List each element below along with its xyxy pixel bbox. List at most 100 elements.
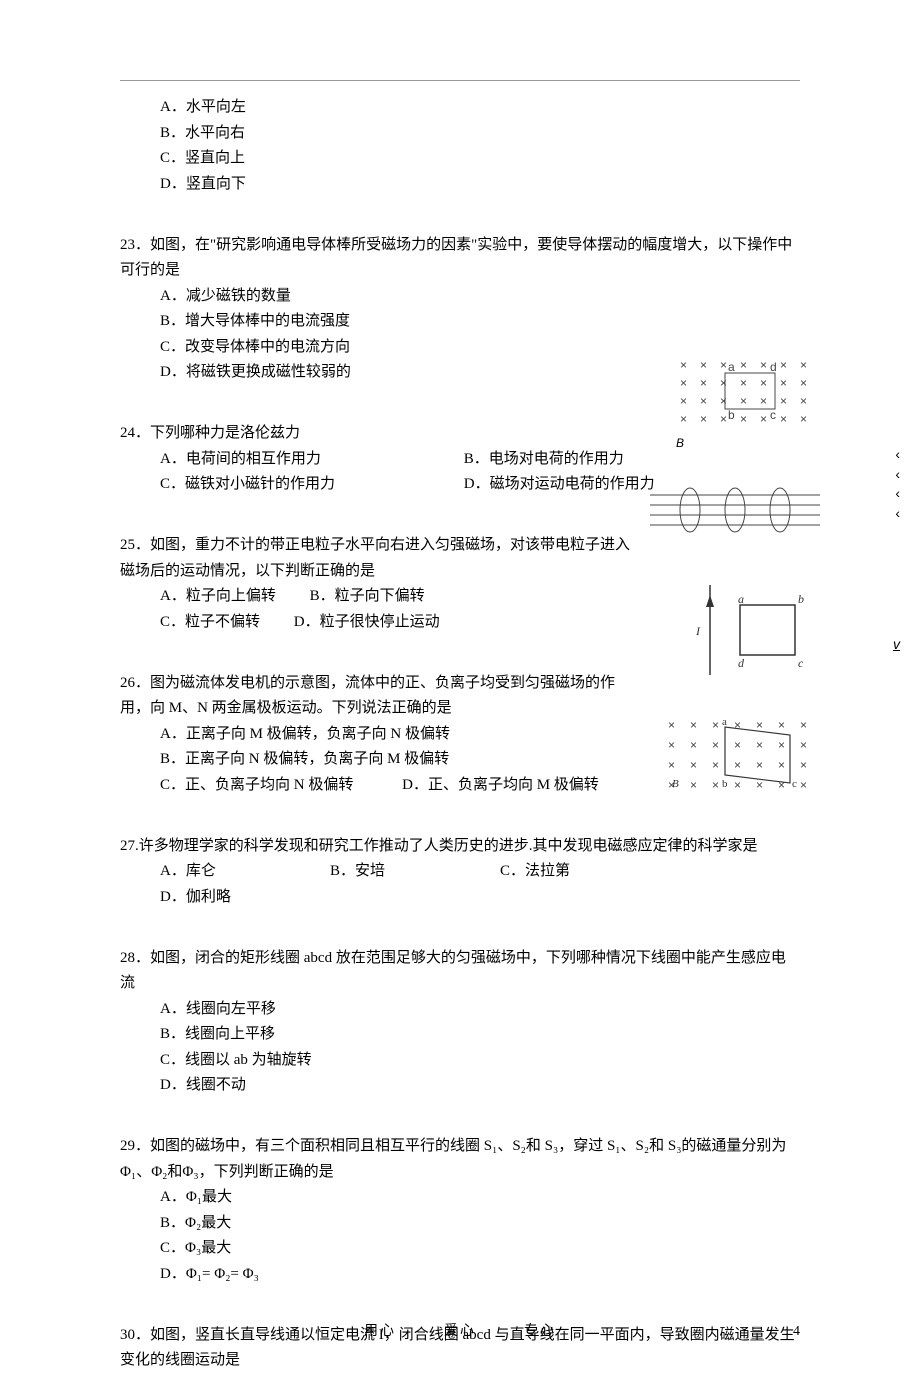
svg-text:×: × <box>712 778 719 792</box>
svg-text:×: × <box>756 718 763 732</box>
svg-text:b: b <box>722 778 728 790</box>
q29: 29．如图的磁场中，有三个面积相同且相互平行的线圈 S₁、S₂和 S₃，穿过 S… <box>120 1134 800 1287</box>
svg-text:×: × <box>800 376 807 390</box>
svg-text:c: c <box>798 656 804 670</box>
svg-text:×: × <box>680 376 687 390</box>
svg-text:×: × <box>760 376 767 390</box>
svg-text:×: × <box>778 738 785 752</box>
figure-q30: I ab dc <box>690 585 820 677</box>
q27-opt-a: A．库仑 <box>160 859 330 885</box>
svg-text:×: × <box>700 376 707 390</box>
svg-text:×: × <box>778 718 785 732</box>
field-crosses-svg: ××××××× ××××××× ××××××× ××××××× ad bc <box>670 355 820 435</box>
q26-opt-d: D．正、负离子均向 M 极偏转 <box>402 777 599 793</box>
fig25-B-label: B <box>670 437 820 449</box>
svg-text:×: × <box>740 358 747 372</box>
q29-opt-c: C．Φ₃最大 <box>160 1236 490 1262</box>
q24-opt-a: A．电荷间的相互作用力 <box>160 447 460 473</box>
q23-opt-c: C．改变导体棒中的电流方向 <box>160 335 490 361</box>
svg-text:×: × <box>800 718 807 732</box>
q24-opt-b: B．电场对电荷的作用力 <box>464 451 624 467</box>
svg-text:×: × <box>734 738 741 752</box>
footer-text: 用心 爱心 专心 <box>0 1320 920 1344</box>
q24-opt-d: D．磁场对运动电荷的作用力 <box>464 476 655 492</box>
q22-opt-d: D．竖直向下 <box>160 172 490 198</box>
svg-text:×: × <box>712 738 719 752</box>
q25-opt-c: C．粒子不偏转 <box>160 614 260 630</box>
svg-text:×: × <box>756 738 763 752</box>
q25-opt-a: A．粒子向上偏转 <box>160 588 276 604</box>
svg-text:a: a <box>722 716 727 728</box>
svg-text:×: × <box>712 758 719 772</box>
solenoid-svg <box>650 475 820 545</box>
svg-text:×: × <box>720 358 727 372</box>
svg-text:×: × <box>680 394 687 408</box>
q28-opt-a: A．线圈向左平移 <box>160 997 490 1023</box>
svg-text:×: × <box>780 358 787 372</box>
svg-text:I: I <box>695 624 701 638</box>
q28-stem: 28．如图，闭合的矩形线圈 abcd 放在范围足够大的匀强磁场中，下列哪种情况下… <box>120 946 800 997</box>
svg-text:×: × <box>760 412 767 426</box>
svg-text:×: × <box>734 758 741 772</box>
right-crop-v: v <box>893 635 900 655</box>
q25-opt-b: B．粒子向下偏转 <box>310 588 425 604</box>
svg-text:×: × <box>668 738 675 752</box>
svg-text:×: × <box>800 358 807 372</box>
svg-text:×: × <box>668 718 675 732</box>
svg-text:×: × <box>720 394 727 408</box>
q29-opt-b: B．Φ₂最大 <box>160 1211 490 1237</box>
svg-text:×: × <box>734 718 741 732</box>
right-crop-marks: ‹‹‹‹ <box>895 445 900 523</box>
svg-text:×: × <box>800 394 807 408</box>
svg-text:×: × <box>740 376 747 390</box>
crop-v-label: v <box>893 636 900 652</box>
svg-text:×: × <box>780 412 787 426</box>
q28-opt-b: B．线圈向上平移 <box>160 1022 490 1048</box>
svg-text:×: × <box>690 758 697 772</box>
svg-text:c: c <box>770 408 776 422</box>
svg-text:a: a <box>728 360 735 374</box>
svg-text:×: × <box>780 376 787 390</box>
wire-loop-svg: I ab dc <box>690 585 820 675</box>
q27-opt-c: C．法拉第 <box>500 859 670 885</box>
figure-q25: ××××××× ××××××× ××××××× ××××××× ad bc B <box>670 355 820 449</box>
q23-opt-a: A．减少磁铁的数量 <box>160 284 490 310</box>
q26-opt-c: C．正、负离子均向 N 极偏转 <box>160 777 353 793</box>
page-number: 4 <box>793 1320 800 1344</box>
figure-q28: ××××××× ××××××× ××××××× ××××××× abc B <box>660 715 820 807</box>
svg-text:×: × <box>680 412 687 426</box>
q22-opt-b: B．水平向右 <box>160 121 490 147</box>
q27: 27.许多物理学家的科学发现和研究工作推动了人类历史的进步.其中发现电磁感应定律… <box>120 834 800 911</box>
svg-text:×: × <box>712 718 719 732</box>
svg-text:×: × <box>800 738 807 752</box>
q27-stem: 27.许多物理学家的科学发现和研究工作推动了人类历史的进步.其中发现电磁感应定律… <box>120 834 800 860</box>
svg-text:×: × <box>760 358 767 372</box>
q27-opt-b: B．安培 <box>330 859 500 885</box>
svg-text:d: d <box>770 360 777 374</box>
top-rule <box>120 80 800 81</box>
svg-text:B: B <box>672 778 679 790</box>
q22-opt-a: A．水平向左 <box>160 95 490 121</box>
svg-text:×: × <box>700 412 707 426</box>
svg-text:×: × <box>800 412 807 426</box>
svg-text:×: × <box>720 412 727 426</box>
svg-text:c: c <box>792 778 797 790</box>
q22-opt-c: C．竖直向上 <box>160 146 490 172</box>
svg-text:×: × <box>778 758 785 772</box>
svg-text:×: × <box>734 778 741 792</box>
svg-text:×: × <box>690 778 697 792</box>
q24-opt-c: C．磁铁对小磁针的作用力 <box>160 472 460 498</box>
svg-text:d: d <box>738 656 745 670</box>
svg-text:×: × <box>800 778 807 792</box>
q25-opt-d: D．粒子很快停止运动 <box>294 614 440 630</box>
q28: 28．如图，闭合的矩形线圈 abcd 放在范围足够大的匀强磁场中，下列哪种情况下… <box>120 946 800 1099</box>
svg-text:×: × <box>690 738 697 752</box>
svg-text:×: × <box>800 758 807 772</box>
q29-opt-a: A．Φ₁最大 <box>160 1185 490 1211</box>
svg-text:×: × <box>760 394 767 408</box>
q29-stem: 29．如图的磁场中，有三个面积相同且相互平行的线圈 S₁、S₂和 S₃，穿过 S… <box>120 1134 800 1185</box>
field-loop-svg: ××××××× ××××××× ××××××× ××××××× abc B <box>660 715 820 805</box>
q22-options: A．水平向左 B．水平向右 C．竖直向上 D．竖直向下 <box>120 95 800 197</box>
q25-stem2: 磁场后的运动情况，以下判断正确的是 <box>120 559 800 585</box>
q23-opt-b: B．增大导体棒中的电流强度 <box>160 309 490 335</box>
